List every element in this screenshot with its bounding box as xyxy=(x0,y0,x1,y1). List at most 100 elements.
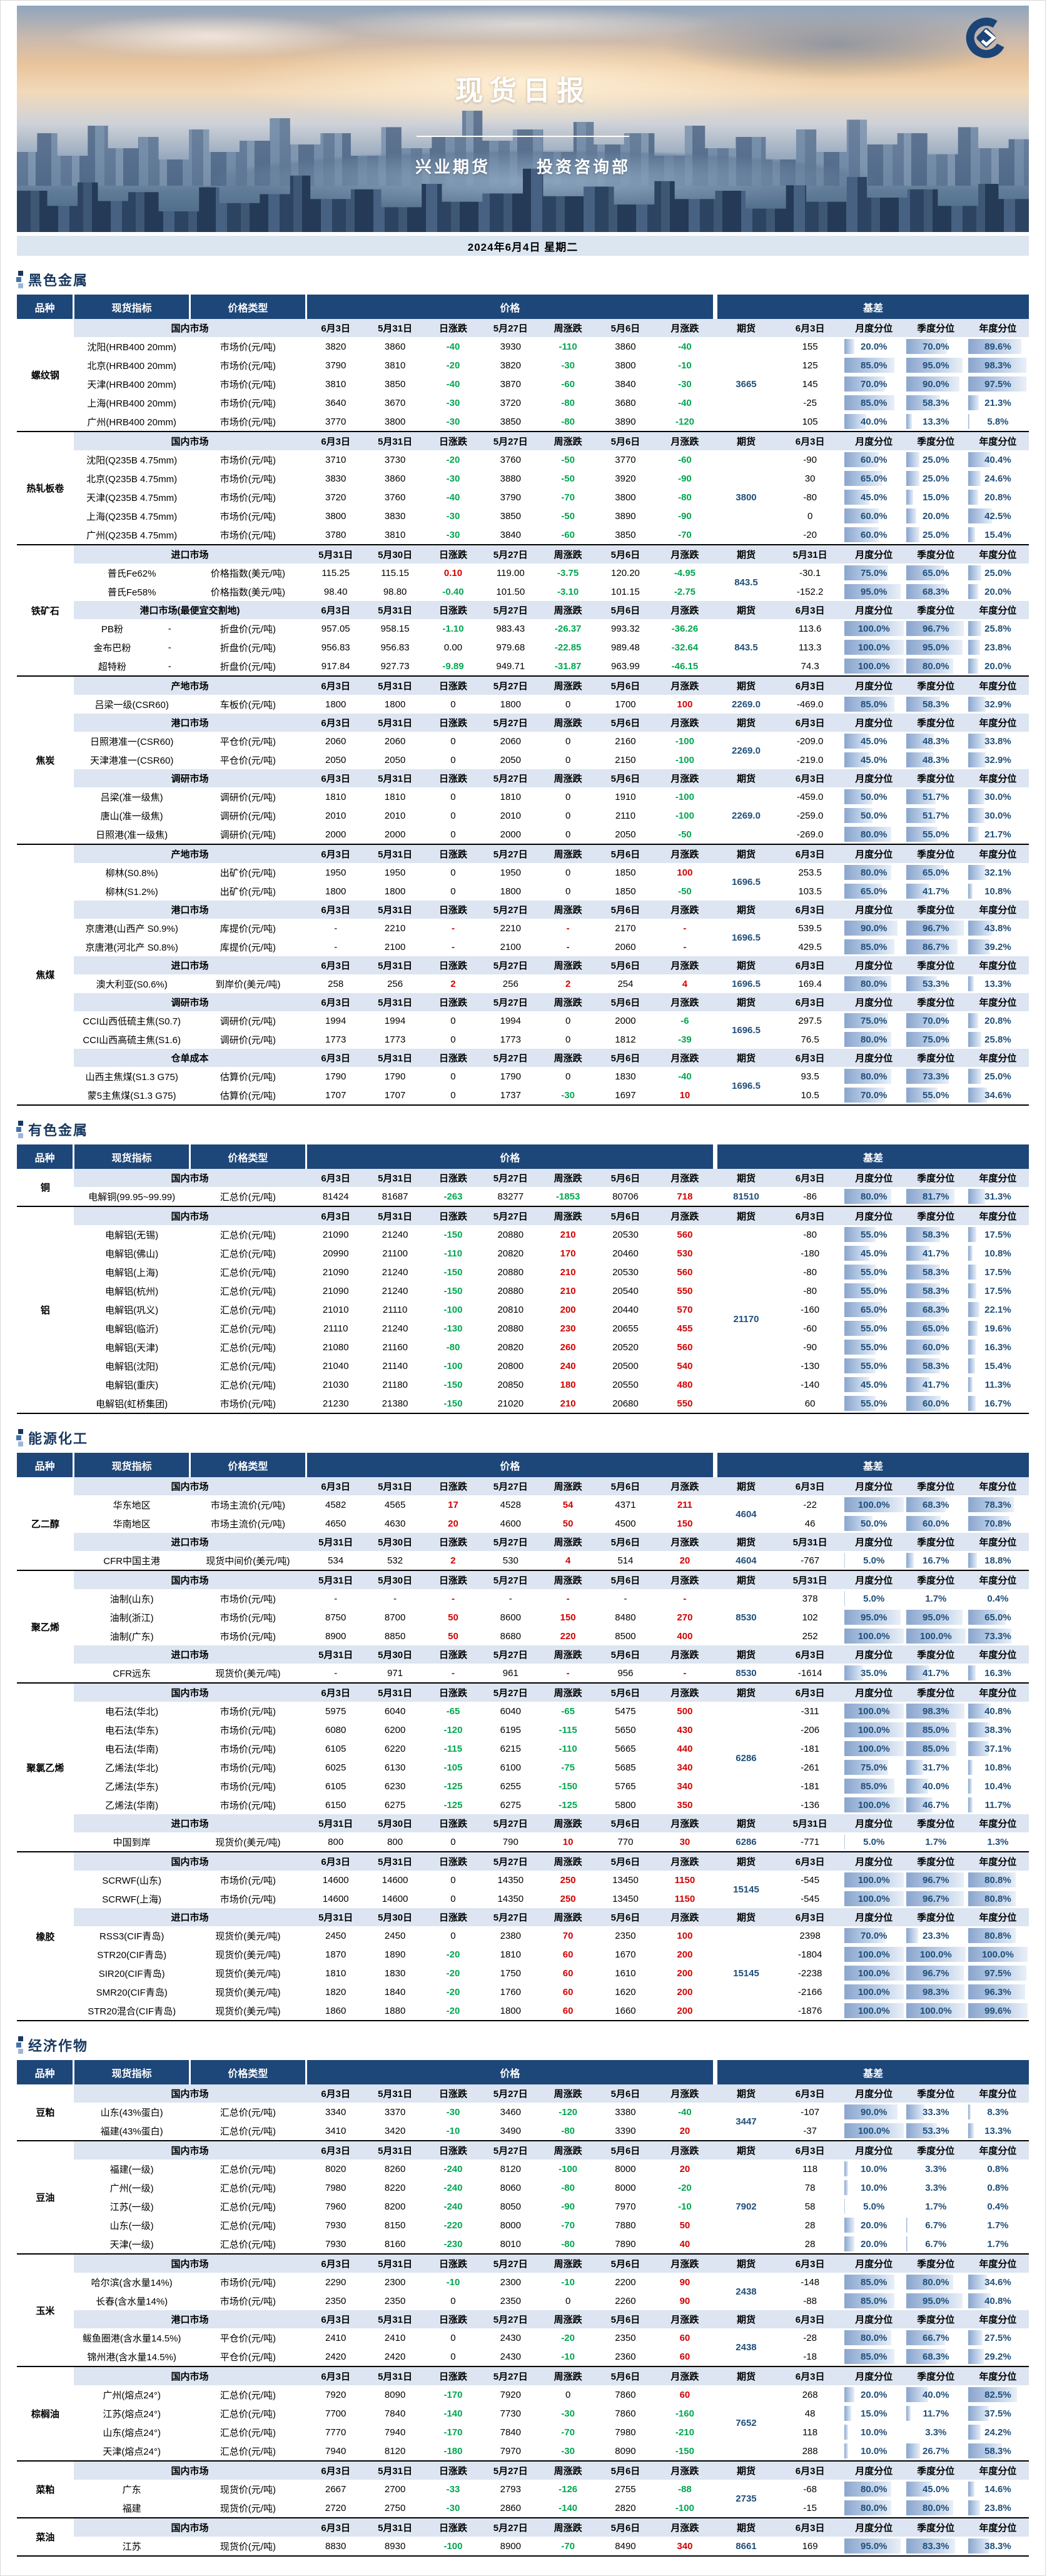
percentile-value: 97.5% xyxy=(984,1967,1011,1979)
price-value: 8200 xyxy=(365,2197,425,2216)
indicator-cell: SMR20(CIF青岛) xyxy=(73,1983,190,2001)
price-value: - xyxy=(306,1589,366,1608)
price-value: 21110 xyxy=(306,1319,366,1338)
price-table-nonferrous-metals: 品种 现货指标 价格类型 价格 基差铜国内市场 6月3日 5月31日 日涨跌 5月27日 周涨跌 5… xyxy=(17,1144,1029,1414)
market-label: 国内市场 xyxy=(73,1570,306,1589)
percentile-value: 34.6% xyxy=(984,2276,1011,2288)
indicator-cell: 江苏(熔点24°) xyxy=(73,2404,190,2423)
percentile-bar xyxy=(906,1722,956,1737)
price-type-cell: 汇总价(元/吨) xyxy=(190,2385,306,2404)
col-header-price-group: 价格 xyxy=(305,295,716,319)
change-value: 0.10 xyxy=(425,563,482,582)
basis-value: 113.3 xyxy=(777,638,843,657)
percentile-cell: 80.0% xyxy=(904,2273,967,2291)
price-value: 1812 xyxy=(596,1030,655,1049)
table-row: 吕梁一级(CSR60) 车板价(元/吨) 1800 1800 0 1800 0 1700 100… xyxy=(17,695,1029,714)
percentile-cell: 16.7% xyxy=(966,1394,1029,1413)
basis-value: -37 xyxy=(777,2121,843,2141)
date-header: 日涨跌 xyxy=(425,1169,482,1187)
change-value: -20 xyxy=(425,2001,482,2021)
date-header: 5月31日 xyxy=(365,1206,425,1225)
table-row: 上海(Q235B 4.75mm) 市场价(元/吨) 3800 3830 -30 3850-… xyxy=(17,507,1029,525)
section-bullet-icon xyxy=(16,1120,23,1139)
bullet-square xyxy=(18,1121,23,1126)
indicator-wrap: 金布巴粉 - xyxy=(74,641,190,654)
basis-value: 76.5 xyxy=(777,1030,843,1049)
market-label: 国内市场 xyxy=(73,431,306,450)
futures-header: 期货 xyxy=(715,714,777,732)
percentile-value: 10.0% xyxy=(860,2427,888,2438)
change-value: -30 xyxy=(425,2103,482,2121)
basis-date-header: 5月31日 xyxy=(777,1533,843,1551)
percentile-bar xyxy=(844,565,889,580)
price-type-cell: 市场价(元/吨) xyxy=(190,450,306,469)
percentile-value: 70.0% xyxy=(860,1089,888,1101)
price-value: 3890 xyxy=(596,412,655,432)
change-value: 400 xyxy=(654,1627,716,1645)
date-header: 月涨跌 xyxy=(654,1814,716,1832)
basis-value: -259.0 xyxy=(777,806,843,825)
change-value: -65 xyxy=(425,1702,482,1720)
percentile-bar xyxy=(968,1088,988,1103)
price-value: 1670 xyxy=(596,1945,655,1964)
table-head: 品种 现货指标 价格类型 价格 基差 xyxy=(17,1144,1029,1169)
change-value: -240 xyxy=(425,2197,482,2216)
percentile-value: 20.0% xyxy=(860,2220,888,2231)
percentile-cell: 58.3% xyxy=(966,2442,1029,2461)
table-row: CFR中国主港 现货中间价(美元/吨) 534 532 2 530 4 514 20 4604 -7… xyxy=(17,1551,1029,1570)
percentile-header: 年度分位 xyxy=(966,2310,1029,2328)
percentile-bar xyxy=(968,339,1021,354)
price-value: 8090 xyxy=(365,2385,425,2404)
table-row: 广州(熔点24°) 汇总价(元/吨) 7920 8090 -170 7920 0 7860 60… xyxy=(17,2385,1029,2461)
percentile-cell: 68.3% xyxy=(904,1300,967,1319)
percentile-bar xyxy=(906,939,958,954)
market-subheader-row: 铝国内市场 6月3日 5月31日 日涨跌 5月27日 周涨跌 5月6日 月涨跌 期货 6月3日 月度… xyxy=(17,1206,1029,1413)
basis-date-header: 6月3日 xyxy=(777,769,843,787)
date-header: 月涨跌 xyxy=(654,2310,716,2328)
percentile-cell: 75.0% xyxy=(842,1011,905,1030)
price-value: 3490 xyxy=(481,2121,540,2141)
basis-date-header: 5月31日 xyxy=(777,1814,843,1832)
percentile-bar xyxy=(968,2387,1017,2402)
price-value: 3800 xyxy=(306,507,366,525)
percentile-cell: 89.6% xyxy=(966,337,1029,356)
date-header: 5月27日 xyxy=(481,901,540,919)
dept-name: 投资咨询部 xyxy=(537,158,631,176)
percentile-bar xyxy=(844,2275,894,2290)
percentile-value: 58.3% xyxy=(923,699,949,710)
percentile-cell: 55.0% xyxy=(842,1263,905,1281)
change-value: - xyxy=(654,937,716,956)
percentile-cell: 97.5% xyxy=(966,1964,1029,1983)
price-value: 8120 xyxy=(365,2442,425,2461)
basis-value: -88 xyxy=(777,2291,843,2310)
variety-label: 铁矿石 xyxy=(17,544,74,676)
change-value: 550 xyxy=(654,1281,716,1300)
percentile-bar xyxy=(906,2406,911,2421)
price-type-cell: 市场价(元/吨) xyxy=(190,525,306,545)
price-value: 20850 xyxy=(481,1375,540,1394)
market-label: 进口市场 xyxy=(73,1814,306,1832)
percentile-header: 季度分位 xyxy=(904,901,967,919)
date-header: 周涨跌 xyxy=(539,1169,597,1187)
percentile-value: 20.0% xyxy=(923,510,949,522)
percentile-cell: 60.0% xyxy=(842,507,905,525)
price-type-cell: 市场价(元/吨) xyxy=(190,2291,306,2310)
price-type-cell: 调研价(元/吨) xyxy=(190,787,306,806)
market-label: 进口市场 xyxy=(73,1908,306,1926)
price-value: 958.15 xyxy=(365,619,425,638)
change-value: -30 xyxy=(539,2404,597,2423)
date-header: 日涨跌 xyxy=(425,844,482,863)
change-value: 211 xyxy=(654,1495,716,1514)
percentile-bar xyxy=(968,2104,971,2119)
percentile-cell: 25.0% xyxy=(966,1067,1029,1086)
futures-header: 期货 xyxy=(715,2517,777,2537)
date-header: 5月27日 xyxy=(481,1169,540,1187)
percentile-value: 60.0% xyxy=(923,1518,949,1529)
price-value: 4528 xyxy=(481,1495,540,1514)
change-value: -1.10 xyxy=(425,619,482,638)
indicator-cell: 福建 xyxy=(73,2498,190,2518)
change-value: -230 xyxy=(425,2235,482,2254)
market-label: 港口市场(最便宜交割地) xyxy=(73,601,306,619)
percentile-value: 98.3% xyxy=(984,360,1011,371)
price-type-cell: 市场价(元/吨) xyxy=(190,337,306,356)
